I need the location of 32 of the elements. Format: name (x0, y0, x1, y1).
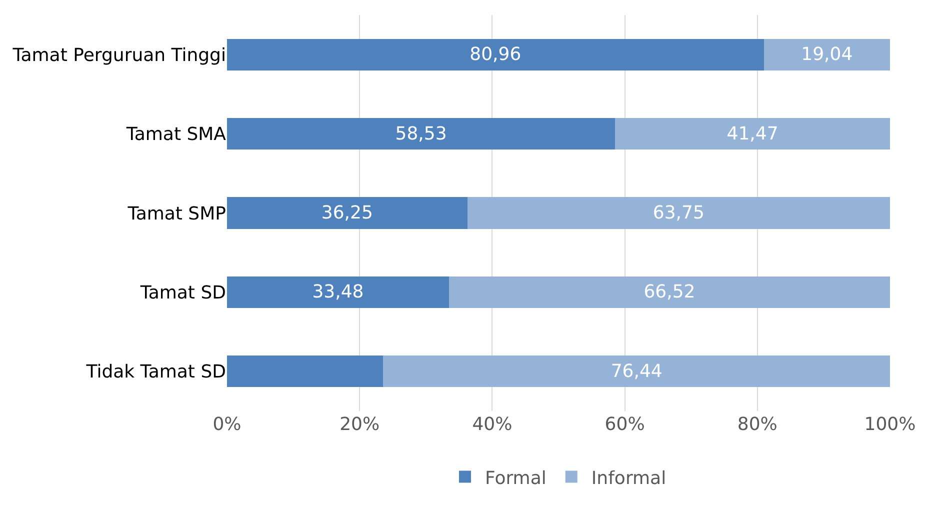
y-tick-label: Tamat Perguruan Tinggi (12, 44, 226, 66)
x-tick-label: 100% (864, 414, 916, 435)
x-tick-label: 20% (340, 414, 380, 435)
legend-label: Formal (485, 468, 546, 489)
data-label: 36,25 (321, 202, 373, 224)
data-label: 41,47 (726, 123, 778, 144)
x-tick-label: 0% (212, 414, 242, 435)
bar (227, 197, 468, 229)
y-tick-label: Tamat SMA (125, 124, 227, 146)
bar (227, 356, 384, 388)
y-tick-label: Tamat SMP (126, 203, 226, 224)
data-label: 80,96 (470, 44, 522, 66)
bar (615, 118, 890, 150)
data-label: 19,04 (801, 44, 853, 66)
bar (227, 118, 616, 150)
x-tick-label: 60% (604, 414, 645, 435)
x-tick-label: 80% (737, 414, 778, 435)
y-tick-label: Tidak Tamat SD (85, 362, 226, 383)
bar (764, 38, 890, 70)
bar (227, 38, 764, 70)
data-label: 76,44 (610, 360, 662, 382)
legend-label: Informal (591, 468, 666, 489)
bar (448, 276, 890, 308)
data-label: 66,52 (644, 282, 696, 303)
y-tick-label: Tamat SD (139, 282, 226, 304)
bar (383, 356, 890, 388)
x-tick-label: 40% (472, 414, 512, 435)
bar (227, 276, 449, 308)
data-label: 63,75 (652, 202, 704, 224)
bar (467, 197, 890, 229)
data-label: 58,53 (395, 123, 447, 144)
data-label: 33,48 (312, 282, 364, 303)
